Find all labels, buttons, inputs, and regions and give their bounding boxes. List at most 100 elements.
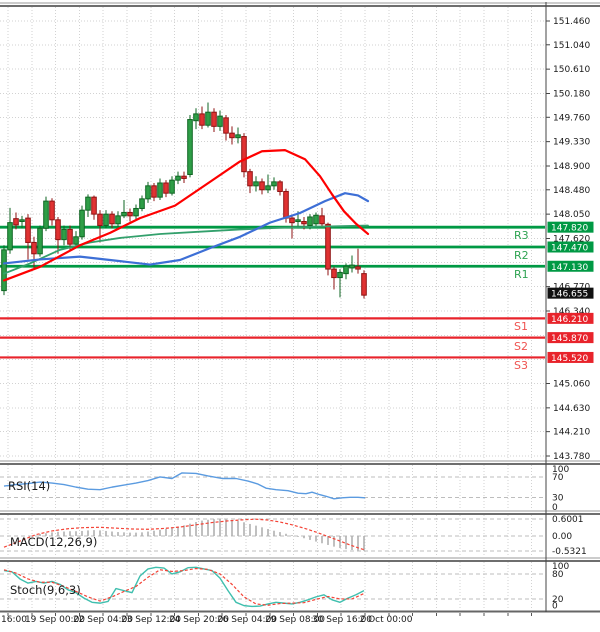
candle[interactable] bbox=[205, 102, 211, 128]
indicator-axis-label: 100 bbox=[552, 465, 569, 475]
y-axis-tick-label: 146.340 bbox=[553, 307, 590, 317]
candle[interactable] bbox=[343, 263, 349, 280]
candle[interactable] bbox=[13, 212, 19, 230]
candle[interactable] bbox=[151, 182, 157, 202]
candle[interactable] bbox=[271, 177, 277, 190]
x-axis-label: 22 Sep 04:00 bbox=[73, 615, 133, 625]
candle[interactable] bbox=[103, 210, 109, 229]
candle[interactable] bbox=[337, 269, 343, 298]
ma-red bbox=[2, 149, 370, 282]
resistance-label-r2: R2 bbox=[514, 249, 529, 262]
candle[interactable] bbox=[199, 106, 205, 130]
candle[interactable] bbox=[259, 178, 265, 195]
indicator-axis-label: 0.00 bbox=[552, 532, 572, 542]
y-axis-tick-label: 150.610 bbox=[553, 65, 590, 75]
candle[interactable] bbox=[253, 176, 259, 192]
candle[interactable] bbox=[187, 115, 193, 178]
candle[interactable] bbox=[175, 171, 181, 185]
candle[interactable] bbox=[1, 245, 7, 296]
candle[interactable] bbox=[61, 225, 67, 246]
indicator-axis-label: 0 bbox=[552, 503, 558, 513]
resistance-label-r1: R1 bbox=[514, 268, 529, 281]
svg-text:145.870: 145.870 bbox=[551, 334, 588, 344]
candle[interactable] bbox=[79, 205, 85, 240]
macd-signal-line bbox=[3, 518, 366, 551]
candle[interactable] bbox=[127, 208, 133, 222]
candle[interactable] bbox=[19, 215, 25, 229]
candle[interactable] bbox=[25, 214, 31, 260]
y-axis[interactable]: 151.460 151.040 150.610 150.180 149.760 149.3… bbox=[545, 2, 590, 612]
candlestick-series[interactable] bbox=[1, 102, 367, 299]
y-axis-tick-label: 151.040 bbox=[553, 41, 590, 51]
indicator-axis-label: 0.6001 bbox=[552, 515, 584, 525]
candle[interactable] bbox=[331, 266, 337, 290]
candle[interactable] bbox=[85, 194, 91, 217]
candle[interactable] bbox=[265, 174, 271, 194]
candle[interactable] bbox=[91, 195, 97, 220]
candle[interactable] bbox=[319, 207, 325, 228]
indicator-axis-label: 0 bbox=[552, 602, 558, 612]
candle[interactable] bbox=[121, 199, 127, 219]
candle[interactable] bbox=[277, 180, 283, 196]
candle[interactable] bbox=[109, 211, 115, 229]
panel-dividers bbox=[0, 2, 600, 613]
support-label-s3: S3 bbox=[514, 359, 528, 372]
indicator-axis-label: 70 bbox=[552, 473, 564, 483]
macd-indicator-label: MACD(12,26,9) bbox=[10, 535, 97, 549]
stoch-d-line bbox=[3, 567, 365, 606]
candle[interactable] bbox=[7, 207, 13, 254]
price-badges: 147.820 147.470 147.130 146.655 146.210 145.8… bbox=[547, 221, 594, 364]
rsi-line bbox=[3, 472, 366, 500]
svg-text:147.820: 147.820 bbox=[551, 224, 588, 234]
candle[interactable] bbox=[37, 225, 43, 257]
candle[interactable] bbox=[355, 248, 361, 274]
candle[interactable] bbox=[49, 198, 55, 226]
candle[interactable] bbox=[211, 108, 217, 133]
candle[interactable] bbox=[223, 115, 229, 141]
svg-text:146.210: 146.210 bbox=[551, 315, 588, 325]
stoch-indicator-label: Stoch(9,6,3) bbox=[10, 583, 81, 597]
candle[interactable] bbox=[133, 204, 139, 220]
y-axis-tick-label: 144.210 bbox=[553, 428, 590, 438]
price-badge-r3: 147.820 bbox=[547, 221, 594, 234]
candle[interactable] bbox=[169, 176, 175, 196]
candle[interactable] bbox=[247, 168, 253, 194]
y-axis-tick-label: 145.060 bbox=[553, 379, 590, 389]
candle[interactable] bbox=[145, 181, 151, 203]
candle[interactable] bbox=[235, 127, 241, 144]
candle[interactable] bbox=[181, 171, 187, 183]
y-axis-tick-label: 143.780 bbox=[553, 452, 590, 462]
candle[interactable] bbox=[139, 195, 145, 212]
y-axis-tick-label: 144.630 bbox=[553, 404, 590, 414]
candle[interactable] bbox=[325, 222, 331, 276]
price-badge-r2: 147.470 bbox=[547, 241, 594, 253]
y-axis-tick-label: 146.770 bbox=[553, 283, 590, 293]
resistance-label-r3: R3 bbox=[514, 229, 529, 242]
svg-text:147.130: 147.130 bbox=[551, 263, 588, 273]
x-axis-label: 24 Sep 20:00 bbox=[169, 615, 229, 625]
rsi-indicator-label: RSI(14) bbox=[8, 479, 50, 493]
candle[interactable] bbox=[217, 110, 223, 131]
candle[interactable] bbox=[241, 133, 247, 178]
price-badge-r1: 147.130 bbox=[547, 260, 594, 273]
x-axis-label: 30 Sep 16:00 bbox=[312, 615, 372, 625]
candle[interactable] bbox=[115, 211, 121, 228]
candle[interactable] bbox=[349, 255, 355, 273]
candle[interactable] bbox=[157, 178, 163, 200]
candle[interactable] bbox=[31, 236, 37, 268]
candle[interactable] bbox=[229, 126, 235, 145]
x-axis-label: 2 Oct 00:00 bbox=[360, 615, 413, 625]
ma-blue bbox=[2, 192, 370, 266]
candle[interactable] bbox=[361, 270, 367, 299]
y-axis-tick-label: 151.460 bbox=[553, 17, 590, 27]
candle[interactable] bbox=[193, 108, 199, 130]
candle[interactable] bbox=[55, 216, 61, 254]
svg-text:145.520: 145.520 bbox=[551, 354, 588, 364]
candle[interactable] bbox=[163, 180, 169, 198]
candle[interactable] bbox=[313, 212, 319, 228]
candle[interactable] bbox=[43, 196, 49, 232]
svg-text:146.655: 146.655 bbox=[551, 290, 588, 300]
